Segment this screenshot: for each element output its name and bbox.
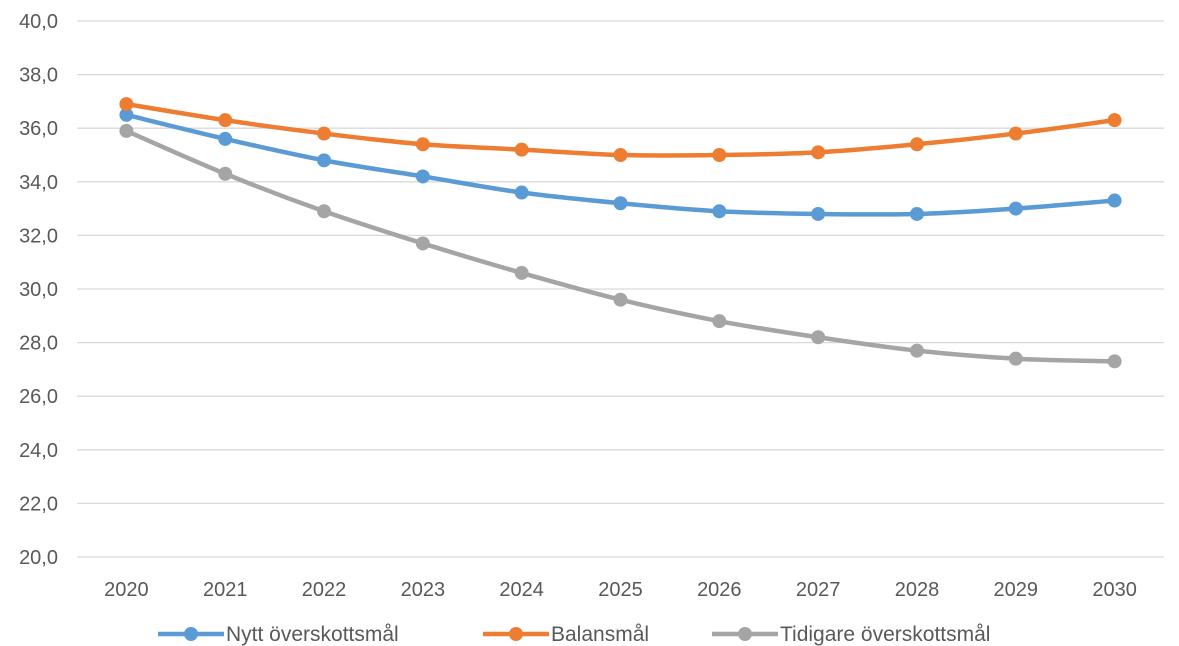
x-tick-label: 2029 (994, 579, 1039, 601)
y-tick-label: 22,0 (19, 493, 58, 515)
y-tick-label: 38,0 (19, 65, 58, 87)
legend-item: Balansmål (483, 623, 649, 646)
legend-swatch-marker (509, 627, 523, 641)
series-line (124, 112, 1117, 217)
data-point (712, 204, 727, 219)
legend-swatch-marker (184, 627, 198, 641)
data-point (317, 126, 332, 141)
x-tick-label: 2021 (203, 579, 248, 601)
x-tick-label: 2026 (697, 579, 742, 601)
legend-item: Nytt överskottsmål (158, 623, 399, 646)
data-point (317, 204, 332, 219)
data-point (613, 292, 628, 307)
series-0 (119, 107, 1122, 221)
data-point (119, 97, 134, 112)
data-point (514, 142, 529, 157)
data-point (909, 137, 924, 152)
data-point (811, 330, 826, 345)
data-point (415, 236, 430, 251)
y-tick-label: 26,0 (19, 386, 58, 408)
data-point (1008, 126, 1023, 141)
x-tick-label: 2024 (499, 579, 544, 601)
series-line (124, 128, 1117, 364)
data-point (514, 265, 529, 280)
legend-item: Tidigare överskottsmål (712, 623, 990, 646)
data-point (1107, 193, 1122, 208)
x-tick-label: 2023 (401, 579, 446, 601)
series-1 (119, 97, 1122, 162)
data-point (514, 185, 529, 200)
y-tick-label: 30,0 (19, 279, 58, 301)
x-tick-label: 2028 (895, 579, 940, 601)
data-point (317, 153, 332, 168)
y-tick-label: 28,0 (19, 333, 58, 355)
y-tick-label: 36,0 (19, 118, 58, 140)
data-point (218, 131, 233, 146)
data-point (415, 137, 430, 152)
legend-label: Balansmål (551, 623, 649, 646)
y-tick-label: 20,0 (19, 547, 58, 569)
data-point (1008, 201, 1023, 216)
x-tick-label: 2027 (796, 579, 841, 601)
x-axis-ticks: 2020 2021 2022 2023 2024 2025 2026 2027 2028 2029… (104, 579, 1137, 601)
data-point (119, 107, 134, 122)
data-point (811, 206, 826, 221)
data-point (119, 123, 134, 138)
gridlines (77, 20, 1164, 558)
data-point (613, 148, 628, 162)
data-point (909, 206, 924, 221)
series-2 (119, 123, 1122, 369)
legend-swatch-marker (738, 627, 752, 641)
y-tick-label: 32,0 (19, 225, 58, 247)
data-point (909, 343, 924, 358)
data-point (218, 113, 233, 128)
x-tick-label: 2020 (104, 579, 149, 601)
legend-label: Nytt överskottsmål (226, 623, 399, 646)
y-tick-label: 40,0 (19, 11, 58, 33)
data-point (1008, 351, 1023, 366)
data-point (1107, 354, 1122, 369)
y-axis-ticks: 20,0 22,0 24,0 26,0 28,0 30,0 32,0 34,0 36,0 38,0… (19, 11, 58, 569)
y-tick-label: 24,0 (19, 440, 58, 462)
x-tick-label: 2030 (1092, 579, 1137, 601)
data-point (1107, 113, 1122, 128)
y-tick-label: 34,0 (19, 172, 58, 194)
legend: Nytt överskottsmål Balansmål Tidigare över… (158, 623, 990, 646)
data-point (811, 145, 826, 160)
data-point (218, 166, 233, 181)
x-tick-label: 2022 (302, 579, 347, 601)
series-lines (119, 97, 1122, 369)
data-point (415, 169, 430, 184)
legend-label: Tidigare överskottsmål (780, 623, 990, 646)
x-tick-label: 2025 (598, 579, 643, 601)
data-point (712, 314, 727, 329)
data-point (712, 148, 727, 162)
data-point (613, 196, 628, 211)
